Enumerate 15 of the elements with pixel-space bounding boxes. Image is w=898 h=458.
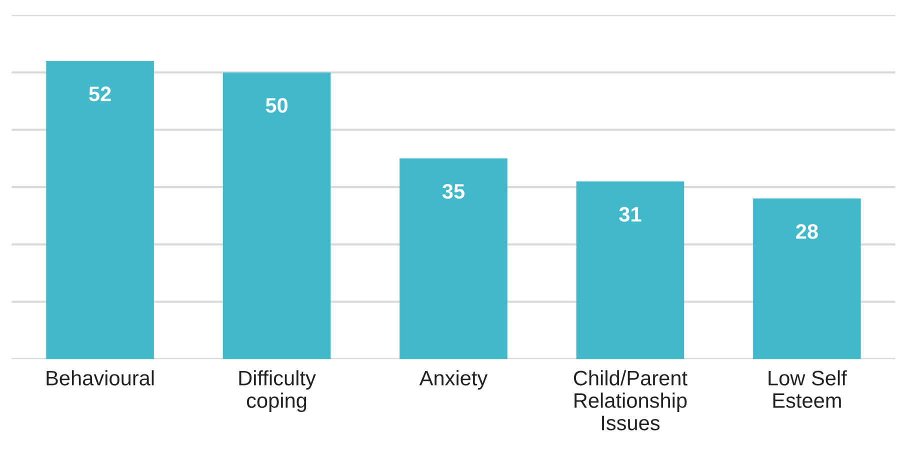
x-tick-label: Anxiety [419, 370, 488, 390]
x-tick-label: Behavioural [46, 370, 154, 386]
bar [576, 181, 684, 360]
bar [46, 60, 154, 360]
data-label: 50 [266, 98, 288, 113]
bar [222, 72, 331, 360]
x-tick-label: Difficulty coping [239, 370, 316, 412]
x-tick-label: Low Self Esteem [768, 370, 847, 408]
data-label: 52 [89, 86, 111, 102]
data-label: 35 [442, 184, 464, 199]
data-label: 28 [796, 224, 818, 239]
data-label: 31 [619, 206, 642, 222]
x-tick-label: Child/Parent Relationship Issues [574, 370, 688, 430]
bar [753, 198, 861, 360]
bar [400, 158, 508, 360]
